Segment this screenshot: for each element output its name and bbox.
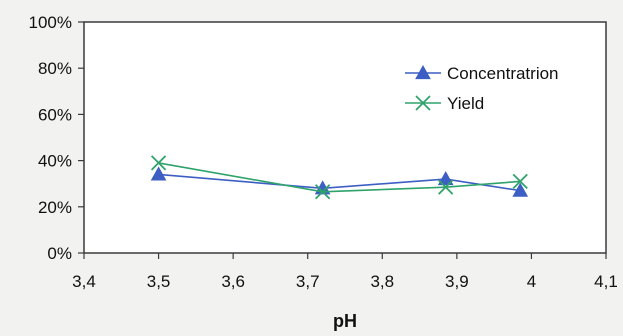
- x-axis-ticks: 3,4 3,5 3,6 3,7 3,8 3,9 4 4,1: [72, 253, 618, 291]
- x-tick-label: 3,6: [221, 272, 245, 291]
- data-point-x: [314, 184, 331, 200]
- data-point-triangle: [512, 182, 529, 197]
- y-axis-ticks: 0% 20% 40% 60% 80% 100%: [29, 13, 84, 263]
- x-tick-label: 4,1: [594, 272, 618, 291]
- x-tick-label: 3,9: [445, 272, 469, 291]
- x-marker-stroke: [512, 173, 528, 190]
- data-point-x: [438, 179, 454, 195]
- data-point-x: [512, 173, 528, 190]
- legend-label: Yield: [447, 94, 484, 113]
- x-axis-title: pH: [333, 311, 357, 331]
- x-marker-stroke: [438, 179, 454, 195]
- legend-label: Concentratrion: [447, 64, 559, 83]
- y-tick-label: 40%: [38, 152, 72, 171]
- y-tick-label: 20%: [38, 198, 72, 217]
- y-tick-label: 0%: [47, 244, 72, 263]
- x-tick-label: 4: [527, 272, 536, 291]
- series-2: [150, 155, 528, 200]
- y-tick-label: 80%: [38, 59, 72, 78]
- y-tick-label: 100%: [29, 13, 72, 32]
- x-marker-stroke: [150, 155, 167, 171]
- data-point-triangle: [150, 166, 167, 181]
- x-tick-label: 3,7: [296, 272, 320, 291]
- x-tick-label: 3,5: [147, 272, 171, 291]
- data-point-triangle: [437, 171, 454, 186]
- x-tick-label: 3,8: [370, 272, 394, 291]
- legend: Concentratrion Yield: [405, 64, 559, 113]
- series-layer: [150, 155, 529, 200]
- legend-marker-triangle: [415, 64, 431, 80]
- x-tick-label: 3,4: [72, 272, 96, 291]
- data-point-x: [150, 155, 167, 171]
- series-line: [158, 162, 521, 193]
- x-marker-stroke: [314, 184, 331, 200]
- x-marker-stroke: [415, 95, 431, 111]
- plot-area: [83, 21, 607, 254]
- legend-marker-x: [415, 95, 431, 111]
- y-tick-label: 60%: [38, 105, 72, 124]
